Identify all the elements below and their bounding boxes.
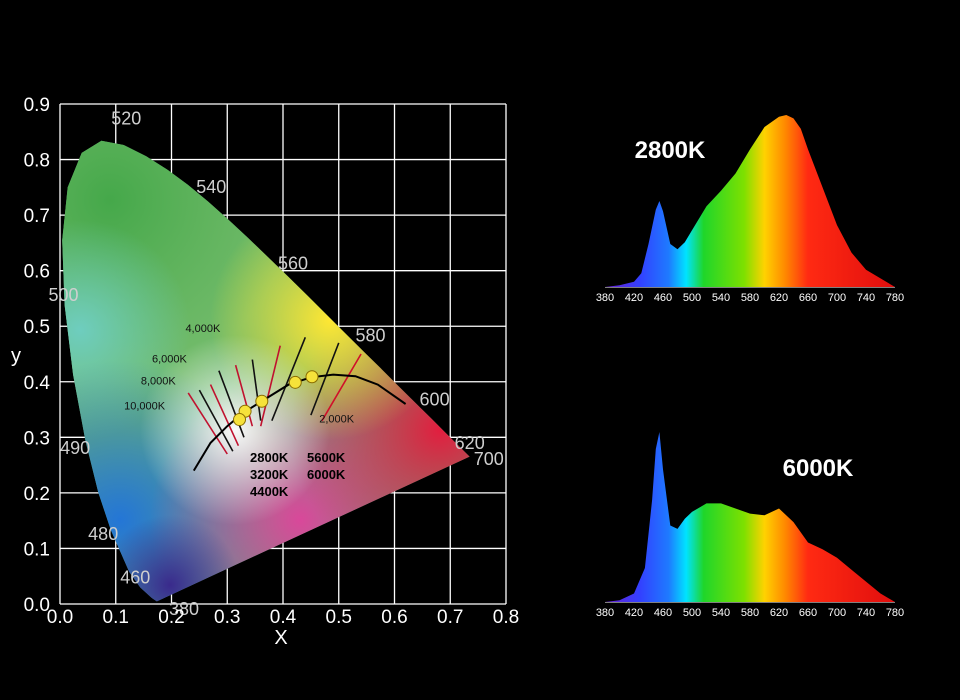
x-tick-label: 0.2 [158,607,184,628]
wavelength-label: 480 [88,524,118,544]
isotherm-line [321,353,362,422]
isotherm-line [198,389,234,452]
spectrum-tick-label: 500 [683,292,701,304]
wavelength-label: 460 [120,567,150,587]
spectrum-tick-label: 700 [828,292,846,304]
x-axis-label: X [274,627,287,649]
isotherm-line [218,370,245,438]
y-tick-label: 0.4 [24,373,51,394]
cct-legend: 2800K 5600K 3200K 6000K 4400K [250,450,346,499]
legend-label: 6000K [307,467,346,482]
spectrum-tick-label: 580 [741,292,759,304]
isotherm-line [234,364,254,427]
x-tick-label: 0.4 [270,607,297,628]
y-tick-label: 0.0 [24,595,50,616]
spectrum-tick-label: 420 [625,292,643,304]
spectrum-tick-label: 740 [857,607,875,619]
spectrum-2800k: 2800K 380 420 460 500 540 580 620 660 700 740 780 [596,115,904,304]
spectrum-tick-label: 780 [886,292,904,304]
spectrum-6000k: 6000K 380 420 460 500 540 580 620 660 700 740 780 [596,432,904,619]
spectrum-tick-label: 540 [712,292,730,304]
spectrum-tick-label: 460 [654,607,672,619]
spectrum-tick-label: 500 [683,607,701,619]
y-tick-label: 0.7 [24,206,50,227]
isotherm-label: 4,000K [185,323,221,335]
spectrum-6000k-title: 6000K [783,455,854,482]
wavelength-label: 520 [111,109,141,129]
legend-label: 4400K [250,484,289,499]
y-tick-label: 0.9 [24,95,50,116]
y-tick-label: 0.6 [24,262,50,283]
isotherm-line [187,392,228,455]
x-tick-label: 0.1 [103,607,129,628]
planckian-locus [192,373,407,472]
wavelength-label: 560 [278,253,308,273]
legend-label: 5600K [307,450,346,465]
x-tick-label: 0.6 [381,607,407,628]
wavelength-label: 540 [196,177,226,197]
spectrum-tick-label: 420 [625,607,643,619]
wavelength-label: 580 [355,325,385,345]
x-tick-label: 0.7 [437,607,463,628]
cct-point [233,413,247,427]
spectrum-tick-label: 620 [770,607,788,619]
wavelength-label: 380 [169,599,199,619]
spectrum-6000k-ticks: 380 420 460 500 540 580 620 660 700 740 780 [596,602,904,619]
y-tick-label: 0.2 [24,484,50,505]
spectrum-2800k-ticks: 380 420 460 500 540 580 620 660 700 740 780 [596,287,904,304]
wavelength-label: 500 [48,285,78,305]
x-tick-label: 0.0 [47,607,73,628]
cct-point [255,394,269,408]
cct-point [305,370,319,384]
spectrum-tick-label: 620 [770,292,788,304]
spectrum-tick-label: 380 [596,607,614,619]
isotherm-label: 2,000K [319,413,355,425]
spectrum-tick-label: 700 [828,607,846,619]
spectrum-tick-label: 460 [654,292,672,304]
wavelength-label: 490 [60,438,90,458]
spectrum-2800k-title: 2800K [635,137,706,164]
isotherm-lines [187,337,362,455]
x-tick-label: 0.3 [214,607,240,628]
cie-ticks: 0.0 0.1 0.2 0.3 0.4 0.5 0.6 0.7 0.8 0.0 0.1 0.2 0.3 0… [24,95,520,628]
wavelength-label: 620 [455,433,485,453]
spectrum-tick-label: 660 [799,292,817,304]
y-axis-label: y [11,345,21,367]
wavelength-label: 700 [474,449,504,469]
y-tick-label: 0.8 [24,151,50,172]
spectrum-tick-label: 780 [886,607,904,619]
spectrum-tick-label: 580 [741,607,759,619]
isotherm-label: 10,000K [124,401,166,413]
isotherm-label: 6,000K [152,353,188,365]
cie-points [233,370,319,427]
spectrum-tick-label: 660 [799,607,817,619]
isotherm-line [271,337,307,421]
isotherm-label: 8,000K [141,376,177,388]
spectrum-tick-label: 540 [712,607,730,619]
isotherm-line [209,384,240,446]
spectrum-tick-label: 740 [857,292,875,304]
y-tick-label: 0.5 [24,317,50,338]
x-tick-label: 0.8 [493,607,519,628]
spectrum-tick-label: 380 [596,292,614,304]
y-tick-label: 0.3 [24,428,50,449]
y-tick-label: 0.1 [24,539,50,560]
cct-point [288,375,302,389]
wavelength-label: 600 [420,389,450,409]
x-tick-label: 0.5 [326,607,352,628]
isotherm-line [259,345,281,427]
isotherm-line [310,342,340,416]
legend-label: 2800K [250,450,289,465]
legend-label: 3200K [250,467,289,482]
isotherm-line [251,359,262,421]
